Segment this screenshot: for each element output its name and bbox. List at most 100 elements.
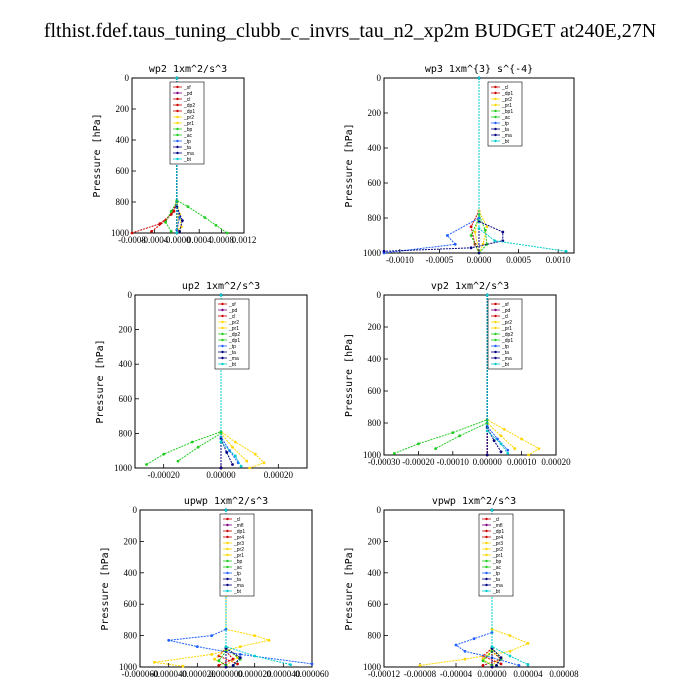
data-point [492,439,496,442]
data-point [477,227,481,230]
series-line-bt [486,295,509,454]
data-point [469,234,473,237]
data-point [231,664,235,667]
plot-frame [131,77,245,234]
y-axis-label: Pressure [hPa] [92,113,103,197]
data-point [392,452,396,455]
x-tick-label: 0.00020 [264,470,294,480]
x-tick-label: 0.000020 [238,669,272,679]
legend-entry: _bt [233,589,242,595]
panel-title: wp3 1xm^{3} s^{-4} [425,64,533,75]
legend-entry: _ma [501,356,512,362]
legend-marker [494,103,497,107]
data-point [254,452,257,456]
chart-wp3: wp3 1xm^{3} s^{-4} Pressure [hPa] 0 200 400 6… [344,64,575,265]
y-axis-label: Pressure [hPa] [95,339,106,423]
y-tick-label: 600 [116,166,130,176]
data-point [483,228,487,232]
y-tick-label: 200 [368,536,382,546]
y-tick-label: 800 [116,197,130,207]
y-tick-label: 200 [116,104,130,114]
legend-marker [494,91,497,95]
legend-entry: _ma [183,151,194,157]
y-tick-label: 800 [368,213,382,223]
series-line-ta [383,78,504,252]
legend-entry: _dp2 [501,332,513,338]
data-point [499,450,503,454]
y-tick-label: 0 [377,73,382,83]
legend-entry: _ac [183,133,193,139]
x-tick-label: 0.00008 [549,669,579,679]
legend-entry: _pd [183,91,193,97]
data-point [164,220,167,224]
data-point [472,637,476,641]
legend-marker [494,308,497,312]
data-point [481,664,485,667]
legend-entry: _bt [501,362,510,368]
chart-vp2: vp2 1xm^2/s^3 Pressure [hPa] 0 200 400 600 800… [344,281,571,467]
legend-entry: _ta [501,350,509,356]
legend-entry: _dp1 [183,109,195,115]
data-point [289,663,292,666]
legend-marker [176,97,179,101]
data-point [526,663,530,666]
data-point [490,665,494,669]
data-point [499,434,503,438]
data-point [224,508,228,512]
data-point [481,659,485,663]
legend-marker [226,535,229,539]
legend-marker [176,133,179,137]
legend-entry: _ma [233,583,244,589]
data-point [520,437,523,441]
legend-marker [176,103,179,107]
data-point [537,447,541,450]
legend-marker [494,344,497,348]
y-tick-label: 600 [124,599,138,609]
chart-vpwp: vpwp 1xm^2/s^3 Pressure [hPa] 0 200 400 600 80… [344,496,579,679]
y-tick-label: 1000 [363,248,382,258]
page-title: flthist.fdef.taus_tuning_clubb_c_invrs_t… [43,20,657,42]
legend-marker [221,338,224,342]
series-line-pr2 [220,295,265,469]
data-point [224,645,228,648]
data-point [238,645,242,648]
y-axis-label: Pressure [hPa] [344,546,355,630]
series-line-dp2 [394,295,488,454]
legend-entry: _mfl [233,523,243,529]
y-tick-label: 800 [368,631,382,641]
data-point [152,660,156,664]
data-point [190,440,194,444]
legend-entry: _tp [501,121,509,127]
legend-entry: _bt [492,589,501,595]
legend-entry: _cl [228,314,235,320]
legend-marker [226,529,229,533]
legend-entry: _tp [492,571,500,577]
data-point [499,662,503,666]
y-tick-label: 200 [368,108,382,118]
data-point [499,656,503,659]
panel-title: wp2 1xm^2/s^3 [149,64,227,75]
data-point [310,662,314,666]
legend-entry: _cl [501,314,508,320]
data-point [485,421,489,425]
legend-entry: _ta [183,145,191,151]
data-point [175,205,179,209]
legend-marker [485,541,488,545]
legend-entry: _cl [492,517,499,523]
y-tick-label: 200 [124,536,138,546]
legend-entry: _dp1 [492,529,504,535]
x-tick-label: 0.00004 [513,669,543,679]
x-tick-label: -0.0008 [118,235,146,245]
series-line-dp2 [146,295,222,465]
data-point [175,76,179,80]
data-point [527,453,530,457]
data-point [490,631,494,634]
legend-entry: _ta [228,350,236,356]
y-tick-label: 1000 [111,228,130,238]
data-point [490,627,494,631]
data-point [172,209,176,213]
data-point [262,461,266,465]
legend-entry: _dp1 [501,91,513,97]
data-point [130,231,134,235]
data-point [219,437,223,440]
